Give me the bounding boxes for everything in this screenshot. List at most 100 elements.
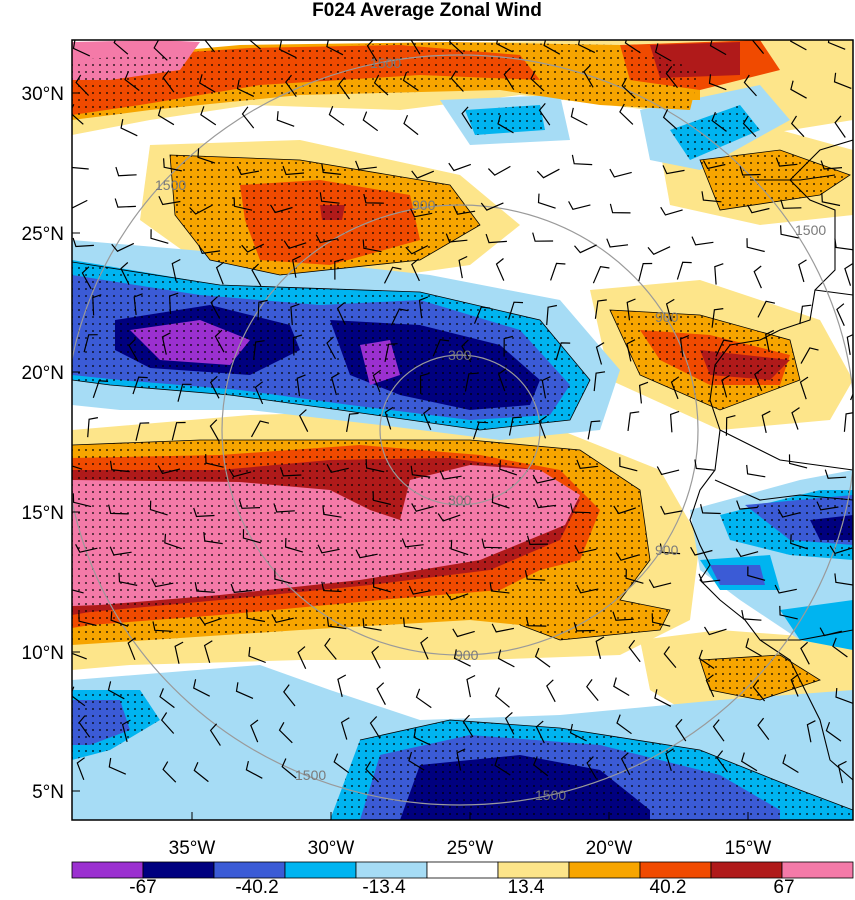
wind-barb — [705, 674, 715, 698]
lon-label-35w: 35°W — [169, 838, 216, 859]
wind-barb — [461, 339, 472, 363]
wind-barb — [228, 468, 252, 478]
wind-barb — [72, 465, 83, 470]
wind-barb — [843, 412, 853, 432]
wind-barb — [203, 532, 223, 545]
wind-barb — [757, 717, 770, 740]
wind-barb — [230, 583, 253, 594]
wind-barb — [281, 758, 297, 779]
wind-barb — [691, 236, 714, 246]
ring-label: 300 — [448, 492, 472, 508]
wind-barb — [248, 40, 261, 50]
wind-barb — [371, 645, 381, 669]
wind-barb — [209, 723, 221, 746]
wind-barb — [835, 688, 853, 704]
wind-barb — [362, 111, 379, 132]
wind-barb — [410, 40, 421, 55]
wind-barb — [410, 208, 433, 218]
wind-barb — [665, 298, 675, 322]
lon-label-20w: 20°W — [586, 838, 633, 859]
colorbar — [71, 861, 854, 879]
wind-barb — [480, 202, 504, 211]
wind-barb — [587, 420, 601, 440]
wind-barb — [120, 262, 130, 285]
wind-barb — [836, 303, 845, 327]
wind-barb — [648, 579, 672, 589]
wind-barb — [87, 417, 99, 438]
wind-barb — [821, 192, 841, 207]
wind-barb — [238, 499, 261, 509]
wind-barb — [837, 760, 847, 784]
wind-barb — [791, 407, 800, 430]
wind-barb — [276, 111, 295, 127]
wind-barb — [462, 714, 474, 738]
range-rings — [72, 54, 853, 806]
wind-barb — [834, 573, 853, 586]
wind-barb — [250, 719, 259, 743]
wind-barb — [571, 154, 593, 166]
wind-barb — [461, 106, 473, 130]
wind-barb — [326, 617, 347, 630]
wind-barb — [109, 460, 130, 473]
ring-label: 900 — [412, 197, 436, 213]
wind-barb — [127, 637, 136, 661]
wind-barb — [593, 371, 606, 392]
wind-barb — [78, 612, 97, 627]
wind-barb — [481, 538, 503, 549]
wind-barb — [338, 77, 350, 100]
ring-label: 1500 — [295, 767, 326, 783]
wind-barb — [321, 581, 342, 593]
wind-barb — [401, 538, 424, 548]
wind-barb — [403, 617, 423, 630]
wind-barb — [340, 717, 350, 740]
wind-barb — [745, 638, 762, 657]
wind-barb — [450, 70, 464, 92]
wind-barb — [162, 761, 177, 783]
wind-barb — [365, 458, 385, 473]
wind-barb — [248, 646, 266, 664]
wind-barb — [546, 304, 558, 326]
wind-barb — [193, 761, 209, 783]
wind-barb — [204, 40, 216, 53]
wind-barb — [715, 339, 733, 357]
wind-barb — [114, 198, 136, 208]
wind-barb — [638, 262, 653, 282]
wind-barb — [494, 756, 511, 776]
wind-barb — [626, 298, 636, 321]
wind-barb — [747, 566, 766, 581]
wind-barb — [445, 233, 468, 243]
wind-barb — [609, 203, 631, 214]
wind-barb — [576, 459, 599, 469]
wind-barb — [832, 637, 848, 658]
wind-barb — [193, 507, 215, 518]
wind-barb — [372, 578, 392, 593]
wind-barb — [779, 605, 798, 620]
wind-barb — [735, 548, 759, 558]
wind-barb — [214, 329, 225, 353]
wind-barb — [485, 233, 507, 244]
colorbar-swatch — [426, 861, 499, 879]
wind-barb — [413, 728, 431, 746]
range-ring-labels: 300 300 900 900 900 900 1500 1500 1500 1… — [155, 55, 826, 803]
wind-barb — [278, 722, 293, 744]
wind-barb — [163, 158, 182, 172]
wind-barb — [355, 549, 378, 559]
wind-barb — [194, 581, 215, 593]
wind-barb — [253, 340, 265, 360]
wind-barb — [782, 754, 799, 774]
wind-barb — [473, 306, 491, 324]
wind-barb — [574, 544, 597, 554]
wind-barb — [555, 342, 571, 361]
wind-barb — [250, 420, 270, 438]
wind-barb — [829, 545, 853, 555]
wind-barb — [495, 258, 505, 281]
wind-barb — [844, 263, 853, 286]
wind-barb — [524, 570, 546, 581]
wind-barb — [326, 464, 349, 473]
wind-barb — [324, 637, 337, 660]
wind-barb — [107, 681, 125, 700]
wind-barb — [799, 376, 809, 400]
lat-label-20n: 20°N — [22, 363, 64, 384]
wind-barb — [698, 573, 721, 583]
